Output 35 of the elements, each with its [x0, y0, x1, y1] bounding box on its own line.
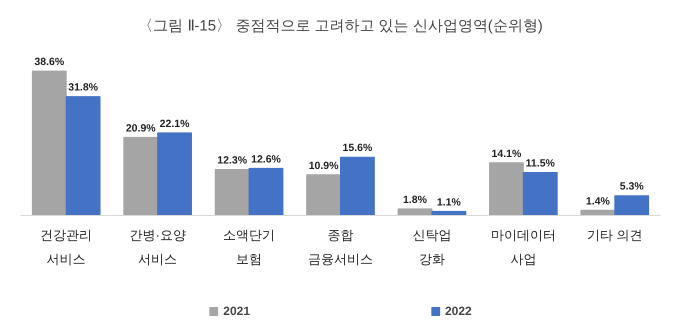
x-tick-label: 건강관리 서비스 [40, 228, 92, 267]
data-label: 12.3% [217, 154, 248, 167]
bar [489, 162, 524, 216]
data-label: 31.8% [68, 82, 99, 94]
legend-label: 2021 [223, 304, 250, 318]
bar [32, 70, 67, 216]
x-tick-label: 간병·요양 서비스 [129, 228, 186, 267]
bar [157, 132, 192, 216]
bar [66, 96, 101, 216]
bar [248, 168, 284, 216]
data-label: 11.5% [526, 158, 556, 170]
data-label: 15.6% [342, 142, 373, 154]
data-label: 20.9% [126, 122, 156, 134]
bar [614, 195, 650, 216]
bar [340, 156, 375, 216]
data-label: 38.6% [34, 56, 65, 68]
data-label: 1.1% [436, 196, 462, 208]
bar [123, 136, 158, 216]
data-label: 14.1% [492, 148, 522, 160]
x-tick-label: 마이데이터 사업 [490, 228, 556, 267]
bar [214, 169, 250, 216]
data-label: 12.6% [251, 153, 282, 166]
data-label: 5.3% [620, 180, 644, 193]
data-label: 10.9% [308, 160, 340, 172]
bar [306, 174, 341, 216]
chart-title: 〈그림 Ⅱ-15〉 중점적으로 고려하고 있는 신사업영역(순위형) [138, 18, 543, 34]
legend-label: 2022 [445, 304, 472, 318]
x-tick-label: 기타 의견 [586, 228, 643, 243]
data-label: 1.4% [586, 195, 610, 208]
x-tick-label: 신탁업 강화 [412, 228, 452, 267]
bar [522, 172, 558, 216]
data-label: 1.8% [403, 194, 428, 206]
x-tick-label: 종합 금융서비스 [308, 228, 373, 267]
data-label: 22.1% [160, 118, 190, 130]
x-tick-label: 소액단기 보험 [223, 228, 276, 267]
